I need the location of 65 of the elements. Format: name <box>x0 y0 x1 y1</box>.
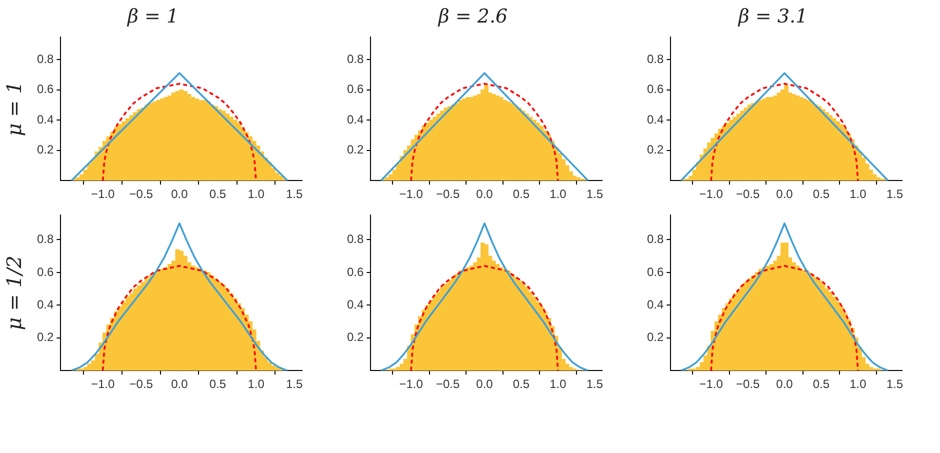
x-tick-label: 1.0 <box>550 187 567 202</box>
chart-title: β = 3.1 <box>737 5 808 28</box>
y-axis-title: μ = 1 <box>2 81 26 136</box>
x-tick-label: −1.0 <box>399 187 424 202</box>
y-tick-label: 0.8 <box>346 232 364 246</box>
chart-title: β = 2.6 <box>437 5 508 28</box>
y-tick-label: 0.6 <box>346 82 364 96</box>
y-tick-label: 0.2 <box>646 330 664 344</box>
x-tick-label: 0.5 <box>512 187 530 202</box>
y-tick-label: 0.8 <box>646 232 664 246</box>
y-tick-label: 0.6 <box>646 264 664 279</box>
x-tick-label: 1.5 <box>886 377 904 392</box>
y-tick-label: 0.2 <box>346 142 364 157</box>
x-tick-label: −1.0 <box>699 377 724 392</box>
y-tick-label: 0.8 <box>36 52 54 66</box>
y-tick-label: 0.2 <box>36 330 54 344</box>
x-tick-label: −0.5 <box>436 187 460 202</box>
x-tick-label: −1.0 <box>90 187 115 202</box>
x-tick-label: 0.0 <box>476 187 494 202</box>
x-tick-label: 0.5 <box>209 377 226 392</box>
x-tick-label: 0.0 <box>776 377 794 392</box>
x-tick-label: 0.5 <box>209 187 226 202</box>
x-tick-label: 0.0 <box>171 187 188 202</box>
y-axis-title: μ = 1/2 <box>2 256 26 330</box>
y-tick-label: 0.2 <box>646 142 664 157</box>
x-tick-label: −0.5 <box>736 187 760 202</box>
x-tick-label: 1.0 <box>850 187 867 202</box>
y-tick-label: 0.8 <box>346 52 364 66</box>
x-tick-label: −0.5 <box>129 377 154 392</box>
x-tick-label: 0.0 <box>476 377 494 392</box>
y-tick-label: 0.8 <box>36 232 54 246</box>
chart-title: β = 1 <box>126 5 179 28</box>
y-tick-label: 0.4 <box>36 112 54 126</box>
x-tick-label: 1.0 <box>850 377 867 392</box>
x-tick-label: 0.0 <box>776 187 794 202</box>
x-tick-label: −0.5 <box>736 377 760 392</box>
y-tick-label: 0.8 <box>646 52 664 66</box>
x-tick-label: −1.0 <box>399 377 424 392</box>
x-tick-label: 1.0 <box>550 377 567 392</box>
y-tick-label: 0.4 <box>36 297 54 312</box>
y-tick-label: 0.6 <box>646 82 664 96</box>
y-tick-label: 0.4 <box>646 112 664 126</box>
x-tick-label: 1.5 <box>286 377 304 392</box>
x-tick-label: 1.5 <box>586 187 604 202</box>
y-tick-label: 0.6 <box>36 82 54 96</box>
y-tick-label: 0.6 <box>36 264 54 279</box>
x-tick-label: 1.5 <box>586 377 604 392</box>
x-tick-label: −1.0 <box>699 187 724 202</box>
x-tick-label: 0.5 <box>812 187 830 202</box>
y-tick-label: 0.4 <box>346 112 364 126</box>
x-tick-label: 1.0 <box>248 187 265 202</box>
x-tick-label: 1.0 <box>248 377 265 392</box>
x-tick-label: −0.5 <box>129 187 154 202</box>
x-tick-label: 1.5 <box>886 187 904 202</box>
y-tick-label: 0.4 <box>346 297 364 312</box>
y-tick-label: 0.2 <box>36 142 54 157</box>
x-tick-label: 0.5 <box>512 377 530 392</box>
y-tick-label: 0.6 <box>346 264 364 279</box>
y-tick-label: 0.4 <box>646 297 664 312</box>
x-tick-label: −0.5 <box>436 377 460 392</box>
x-tick-label: 0.0 <box>171 377 188 392</box>
x-tick-label: 1.5 <box>286 187 304 202</box>
x-tick-label: −1.0 <box>90 377 115 392</box>
y-tick-label: 0.2 <box>346 330 364 344</box>
x-tick-label: 0.5 <box>812 377 830 392</box>
